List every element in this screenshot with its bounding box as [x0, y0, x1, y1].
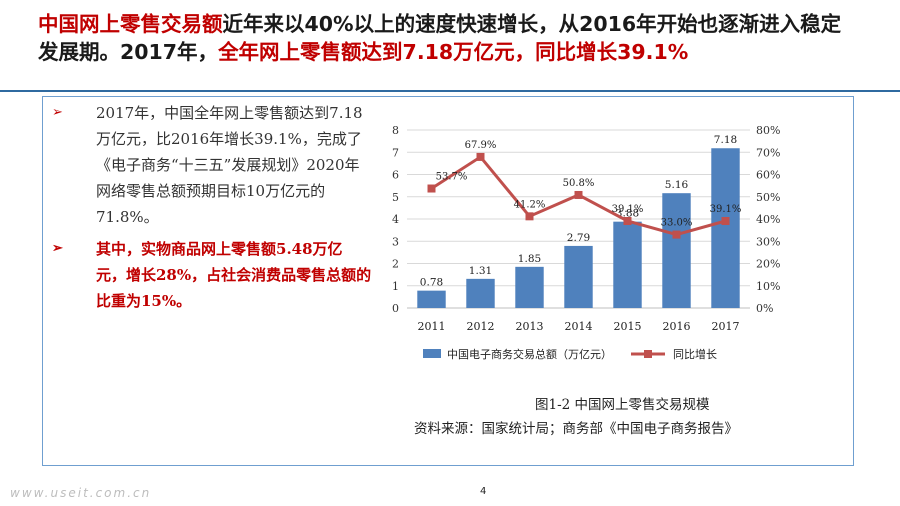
y-left-tick-label: 7 [392, 146, 399, 159]
bullet-text-2: 其中，实物商品网上零售额5.48万亿元，增长28%，占社会消费品零售总额的比重为… [96, 240, 372, 310]
y-left-tick-label: 3 [392, 235, 399, 248]
watermark: www.useit.com.cn [10, 486, 152, 500]
bar [466, 278, 495, 308]
y-right-tick-label: 10% [756, 280, 780, 293]
bullet-text-1: 2017年，中国全年网上零售额达到7.18万亿元，比2016年增长39.1%，完… [96, 104, 363, 226]
bar-value-label: 7.18 [714, 134, 737, 146]
bar-value-label: 0.78 [420, 277, 443, 289]
legend-line-marker [644, 350, 652, 358]
bar-value-label: 1.85 [518, 253, 541, 265]
growth-value-label: 39.1% [710, 204, 742, 215]
y-right-tick-label: 40% [756, 213, 780, 226]
slide-title: 中国网上零售交易额近年来以40%以上的速度快速增长，从2016年开始也逐渐进入稳… [38, 10, 858, 66]
bullet-item-1: ➢ 2017年，中国全年网上零售额达到7.18万亿元，比2016年增长39.1%… [52, 100, 372, 230]
bullet-list: ➢ 2017年，中国全年网上零售额达到7.18万亿元，比2016年增长39.1%… [52, 100, 372, 314]
growth-marker [672, 230, 681, 239]
growth-marker [525, 212, 534, 221]
growth-marker [574, 190, 583, 199]
y-left-tick-label: 0 [392, 302, 399, 315]
y-left-tick-label: 8 [392, 124, 399, 137]
bar [711, 148, 740, 308]
title-part-3: 2017年， [120, 40, 219, 64]
growth-marker [721, 217, 730, 226]
title-divider [0, 90, 900, 92]
arrow-bullet-icon: ➢ [52, 105, 63, 120]
y-right-tick-label: 60% [756, 169, 780, 182]
y-left-tick-label: 5 [392, 191, 399, 204]
y-left-tick-label: 4 [392, 213, 399, 226]
y-left-tick-label: 2 [392, 258, 399, 271]
y-right-tick-label: 30% [756, 235, 780, 248]
bar-value-label: 5.16 [665, 179, 689, 191]
growth-value-label: 53.7% [436, 172, 468, 183]
x-tick-label: 2013 [516, 320, 544, 333]
bullet-item-2: ➢ 其中，实物商品网上零售额5.48万亿元，增长28%，占社会消费品零售总额的比… [52, 236, 372, 314]
bar [515, 266, 544, 308]
growth-value-label: 67.9% [465, 140, 497, 151]
title-part-2: 近年来以40%以上的速度快速增长，从2016年开始也逐渐进入稳定发展期。 [38, 12, 842, 64]
x-tick-label: 2017 [712, 320, 740, 333]
x-tick-label: 2016 [663, 320, 691, 333]
legend-line-label: 同比增长 [673, 347, 717, 361]
content-frame [42, 96, 854, 466]
bar-value-label: 1.31 [469, 265, 492, 277]
arrow-bullet-icon: ➢ [52, 241, 63, 256]
y-left-tick-label: 1 [392, 280, 399, 293]
bar-value-label: 2.79 [567, 232, 590, 244]
bar [613, 221, 642, 308]
figure-caption: 图1-2 中国网上零售交易规模 [535, 397, 710, 413]
page-number: 4 [480, 486, 487, 497]
y-right-tick-label: 50% [756, 191, 780, 204]
x-tick-label: 2012 [467, 320, 495, 333]
y-right-tick-label: 80% [756, 124, 780, 137]
x-tick-label: 2014 [565, 320, 593, 333]
title-part-4: 全年网上零售额达到7.18万亿元，同比增长39.1% [218, 40, 689, 64]
ecommerce-chart: 0123456780%10%20%30%40%50%60%70%80%0.781… [392, 124, 780, 361]
x-tick-label: 2015 [614, 320, 642, 333]
growth-value-label: 33.0% [661, 218, 693, 229]
y-right-tick-label: 70% [756, 146, 780, 159]
growth-value-label: 50.8% [563, 178, 595, 189]
growth-marker [427, 184, 436, 193]
title-part-1: 中国网上零售交易额 [38, 12, 223, 36]
legend-bar-label: 中国电子商务交易总额（万亿元） [447, 347, 612, 361]
growth-value-label: 41.2% [514, 199, 546, 210]
growth-marker [623, 217, 632, 226]
bar [417, 290, 446, 308]
bar [662, 193, 691, 308]
growth-value-label: 39.1% [612, 204, 644, 215]
growth-marker [476, 152, 485, 161]
y-left-tick-label: 6 [392, 169, 399, 182]
source-note: 资料来源：国家统计局；商务部《中国电子商务报告》 [414, 421, 738, 437]
y-right-tick-label: 20% [756, 258, 780, 271]
bar [564, 245, 593, 308]
y-right-tick-label: 0% [756, 302, 773, 315]
legend-bar-swatch [423, 349, 441, 358]
x-tick-label: 2011 [418, 320, 446, 333]
